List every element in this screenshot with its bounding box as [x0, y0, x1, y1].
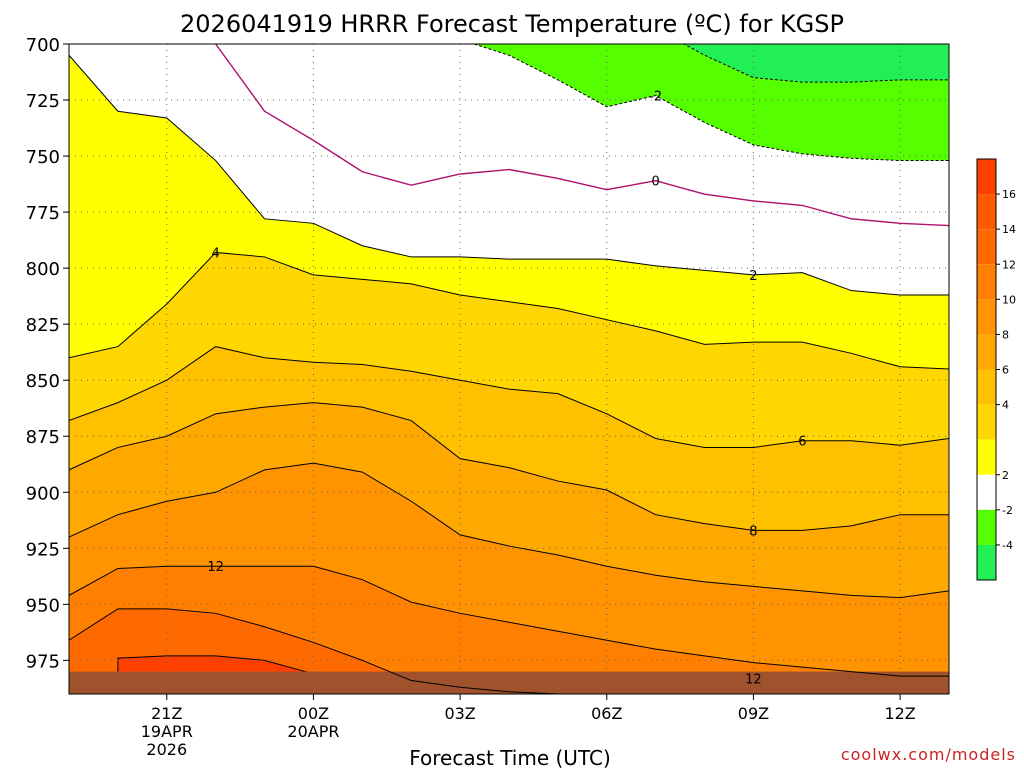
fill-10-to-12: [69, 463, 949, 677]
contour-label--2: -2: [649, 90, 662, 105]
colorbar-bin: [977, 159, 996, 195]
contour-label-2: 2: [749, 269, 757, 284]
fill-12-to-14: [69, 566, 949, 694]
y-tick-label: 925: [26, 539, 60, 560]
contour-line-0: [213, 44, 949, 227]
fill-8-to-10: [69, 402, 949, 598]
y-axis: 700 725 750 775 800 825 850 875 900 925 950 975: [26, 35, 69, 672]
chart-title: 2026041919 HRRR Forecast Temperature (ºC…: [180, 10, 844, 38]
colorbar-bin: [977, 194, 996, 230]
y-tick-label: 775: [26, 203, 60, 224]
source-watermark: coolwx.com/models: [841, 745, 1016, 764]
y-tick-label: 700: [26, 35, 60, 56]
contour-line--2: [472, 44, 949, 162]
colorbar-bin: [977, 439, 996, 475]
y-tick-label: 975: [26, 651, 60, 672]
x-axis-label: Forecast Time (UTC): [409, 746, 611, 768]
colorbar-label: 16: [1002, 188, 1016, 201]
colorbar-bin: [977, 229, 996, 265]
x-tick-sublabel: 2026: [146, 740, 187, 759]
ground-band: [69, 671, 949, 694]
temperature-fills: [69, 44, 949, 694]
x-tick-label: 21Z: [151, 704, 182, 723]
contour-label-8: 8: [749, 524, 757, 539]
colorbar-label: -2: [1002, 504, 1013, 517]
x-tick-sublabel: 19APR: [141, 722, 193, 741]
plot-frame: [68, 43, 950, 695]
contour-line-10: [69, 462, 949, 599]
contour-label-surface: 12: [745, 672, 762, 687]
contour-line-8: [69, 402, 949, 531]
colorbar-bin: [977, 544, 996, 580]
y-tick-label: 725: [26, 91, 60, 112]
colorbar-label: -4: [1002, 539, 1013, 552]
colorbar-label: 6: [1002, 364, 1009, 377]
colorbar-bin: [977, 264, 996, 300]
colorbar-bin: [977, 474, 996, 510]
fill-minus4-to-minus2: [474, 44, 949, 161]
x-tick-sublabel: 20APR: [287, 722, 339, 741]
fill-2-to-4: [69, 55, 949, 369]
color-legend: 16 14 12 10 8 6 4 2 -2 -4: [976, 158, 1016, 581]
x-tick-label: 06Z: [591, 704, 622, 723]
y-tick-label: 900: [26, 483, 60, 504]
contour-labels: -2 0 2 4 6 8 12 12: [207, 90, 806, 688]
contour-label-12: 12: [207, 560, 224, 575]
contour-line-14: [69, 608, 949, 694]
colorbar-bin: [977, 334, 996, 370]
colorbar-bin: [977, 299, 996, 335]
y-tick-label: 750: [26, 147, 60, 168]
colorbar-label: 14: [1002, 223, 1016, 236]
x-tick-label: 03Z: [444, 704, 475, 723]
y-tick-label: 850: [26, 371, 60, 392]
contour-line-6: [69, 346, 949, 448]
colorbar-label: 12: [1002, 258, 1016, 271]
colorbar-label: 4: [1002, 399, 1009, 412]
contour-label-6: 6: [798, 435, 806, 450]
ground-band-rect: [69, 671, 949, 694]
x-tick-label: 12Z: [884, 704, 915, 723]
y-tick-label: 825: [26, 315, 60, 336]
contour-lines: [69, 44, 949, 694]
colorbar-label: 10: [1002, 293, 1016, 306]
fill-4-to-6: [69, 252, 949, 448]
grid-lines: [69, 43, 949, 694]
y-tick-label: 950: [26, 595, 60, 616]
colorbar-label: 2: [1002, 469, 1009, 482]
contour-line--4: [683, 44, 949, 83]
y-tick-label: 875: [26, 427, 60, 448]
contour-label-0: 0: [652, 175, 660, 190]
contour-line-2: [69, 54, 949, 296]
contour-line-4: [69, 251, 949, 370]
colorbar-bin: [977, 509, 996, 545]
fill-6-to-8: [69, 346, 949, 531]
y-tick-label: 800: [26, 259, 60, 280]
colorbar-bin: [977, 369, 996, 405]
fill-0-to-2: [69, 44, 949, 296]
contour-line-12: [69, 565, 949, 677]
colorbar-bin: [977, 404, 996, 440]
colorbar-label: 8: [1002, 328, 1009, 341]
fill-minus2-to-0: [215, 44, 949, 226]
fill-below-minus4: [684, 44, 949, 83]
x-tick-label: 09Z: [738, 704, 769, 723]
x-tick-label: 00Z: [298, 704, 329, 723]
contour-label-4: 4: [212, 246, 220, 261]
